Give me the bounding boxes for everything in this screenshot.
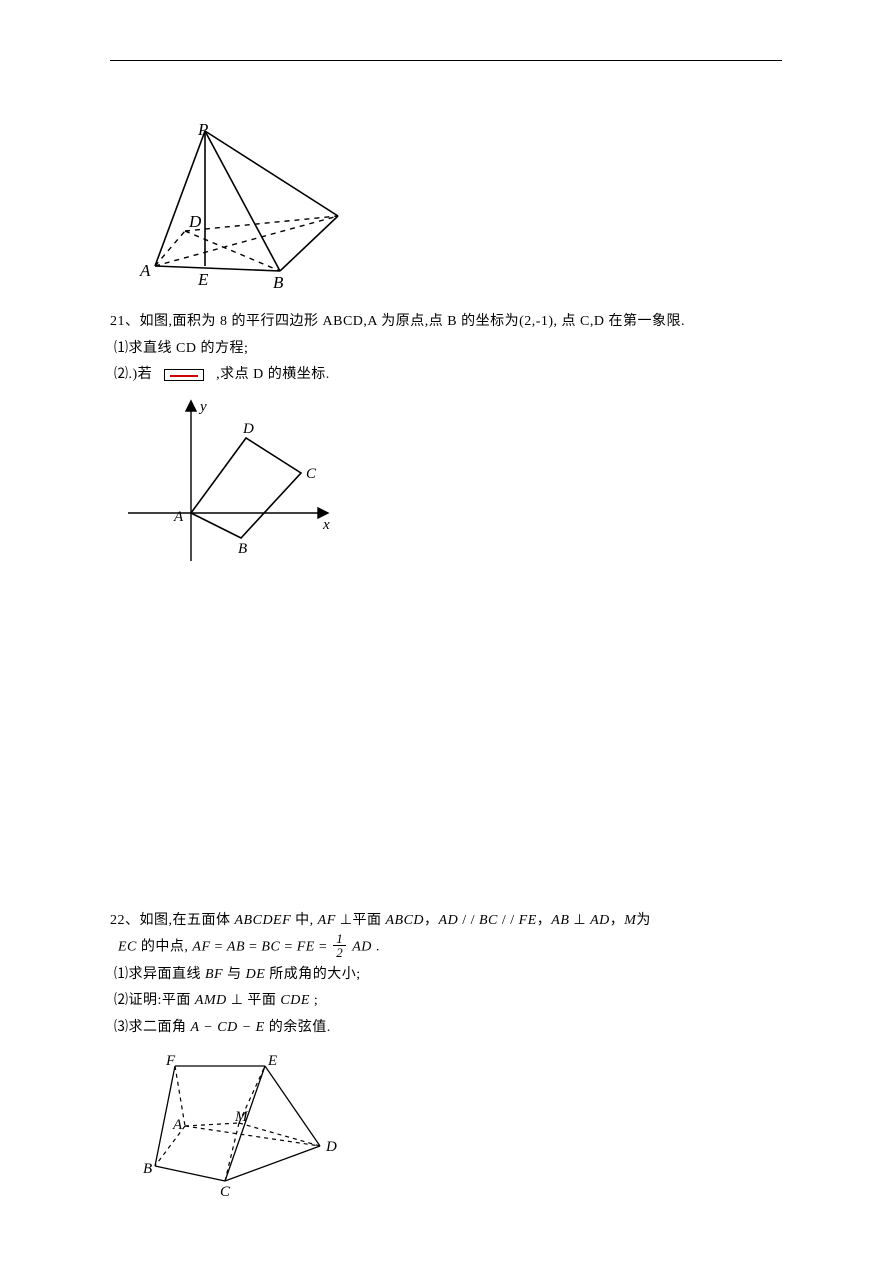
q22-num: 22、 <box>110 913 140 928</box>
q22-line1: 22、如图,在五面体 ABCDEF 中, AF ⊥平面 ABCD，AD / / … <box>110 908 782 935</box>
q22-half: 12 <box>333 932 346 959</box>
q22-p1-bf: BF <box>205 967 223 982</box>
q22-abcdef: ABCDEF <box>235 913 292 928</box>
label-P: P <box>197 121 208 139</box>
label-D: D <box>188 212 202 231</box>
label-M22: M <box>234 1109 249 1125</box>
q21-stem: 21、如图,面积为 8 的平行四边形 ABCD,A 为原点,点 B 的坐标为(2… <box>110 309 782 336</box>
q22-t1: 如图,在五面体 <box>140 913 235 928</box>
q22-eq1: = <box>211 940 227 955</box>
label-B21: B <box>238 541 247 557</box>
q22-p2d: ; <box>310 993 318 1008</box>
q22-p1c: 所成角的大小; <box>265 967 360 982</box>
q22-bc: BC <box>479 913 498 928</box>
q22-eq2: = <box>245 940 261 955</box>
problem-21: 21、如图,面积为 8 的平行四边形 ABCD,A 为原点,点 B 的坐标为(2… <box>110 309 782 389</box>
label-E: E <box>197 270 209 289</box>
q22-p1: ⑴求异面直线 BF 与 DE 所成角的大小; <box>110 962 782 989</box>
q22-p2: ⑵证明:平面 AMD ⊥ 平面 CDE ; <box>110 988 782 1015</box>
label-A: A <box>139 261 151 280</box>
q22-p3b: 的余弦值. <box>265 1020 331 1035</box>
q22-eq3: = <box>280 940 296 955</box>
q22-for: 为 <box>636 913 651 928</box>
problem-22: 22、如图,在五面体 ABCDEF 中, AF ⊥平面 ABCD，AD / / … <box>110 908 782 1042</box>
q22-eq4: = <box>315 940 331 955</box>
label-y: y <box>198 399 207 415</box>
q22-plane1: 平面 <box>352 913 381 928</box>
page-content: { "hr_color": "#000000", "background": "… <box>0 0 892 1241</box>
q22-af2: AF <box>192 940 210 955</box>
q22-fe: FE <box>519 913 537 928</box>
q21-p2-pre: ⑵.)若 <box>114 367 152 382</box>
q22-c1: ， <box>424 913 439 928</box>
q21-part2: ⑵.)若 ,求点 D 的横坐标. <box>110 362 782 389</box>
q22-p1a: ⑴求异面直线 <box>114 967 205 982</box>
q22-p3: ⑶求二面角 A − CD − E 的余弦值. <box>110 1015 782 1042</box>
top-rule <box>110 60 782 61</box>
q22-t2: 中, <box>291 913 318 928</box>
q22-p2-amd: AMD <box>195 993 227 1008</box>
q22-perp2: ⊥ <box>573 913 586 928</box>
label-D21: D <box>242 421 254 437</box>
figure-parallelogram-coord: A B C D x y <box>116 393 336 578</box>
q22-af: AF <box>318 913 336 928</box>
q22-par2: / / <box>498 913 519 928</box>
q22-mid: 的中点, <box>137 940 193 955</box>
q22-ec: EC <box>118 940 137 955</box>
q22-p2-cde: CDE <box>280 993 310 1008</box>
missing-image-icon <box>164 369 204 381</box>
q22-par1: / / <box>458 913 479 928</box>
q22-ab2: AB <box>227 940 245 955</box>
label-D22: D <box>325 1139 337 1155</box>
q22-p1b: 与 <box>223 967 246 982</box>
label-A21: A <box>173 509 184 525</box>
vertical-gap <box>110 578 782 908</box>
q21-part1: ⑴求直线 CD 的方程; <box>110 336 782 363</box>
q22-line2: EC 的中点, AF = AB = BC = FE = 12 AD . <box>110 934 782 961</box>
label-C22: C <box>220 1184 231 1200</box>
q21-num: 21、 <box>110 314 140 329</box>
q22-ab: AB <box>551 913 569 928</box>
q22-p3-acd: A − CD − E <box>191 1020 265 1035</box>
label-x: x <box>322 517 330 533</box>
figure-pyramid-pabcd: P A E B C D <box>130 121 340 291</box>
q22-dot: . <box>372 940 380 955</box>
q22-p1-de: DE <box>246 967 266 982</box>
label-B22: B <box>143 1161 152 1177</box>
q22-m: M <box>624 913 636 928</box>
q22-ad3: AD <box>352 940 372 955</box>
q22-p2b: ⊥ <box>227 993 248 1008</box>
q22-c3: ， <box>610 913 625 928</box>
label-E22: E <box>267 1053 277 1069</box>
q22-perp1: ⊥ <box>340 913 353 928</box>
q22-p2c: 平面 <box>247 993 280 1008</box>
label-C21: C <box>306 466 317 482</box>
figure-pentahedron: F E A M D B C <box>140 1051 355 1201</box>
label-A22: A <box>172 1117 183 1133</box>
q22-abcd: ABCD <box>385 913 424 928</box>
q22-p3a: ⑶求二面角 <box>114 1020 191 1035</box>
label-F22: F <box>165 1053 176 1069</box>
q22-c2: ， <box>537 913 552 928</box>
q22-bc2: BC <box>261 940 280 955</box>
q21-stem-text: 如图,面积为 8 的平行四边形 ABCD,A 为原点,点 B 的坐标为(2,-1… <box>140 314 686 329</box>
q22-ad2a: AD <box>590 913 610 928</box>
q22-fe2: FE <box>297 940 315 955</box>
q22-p2a: ⑵证明:平面 <box>114 993 195 1008</box>
q21-p2-post: ,求点 D 的横坐标. <box>216 367 330 382</box>
label-B: B <box>273 273 284 291</box>
q22-ad: AD <box>439 913 459 928</box>
